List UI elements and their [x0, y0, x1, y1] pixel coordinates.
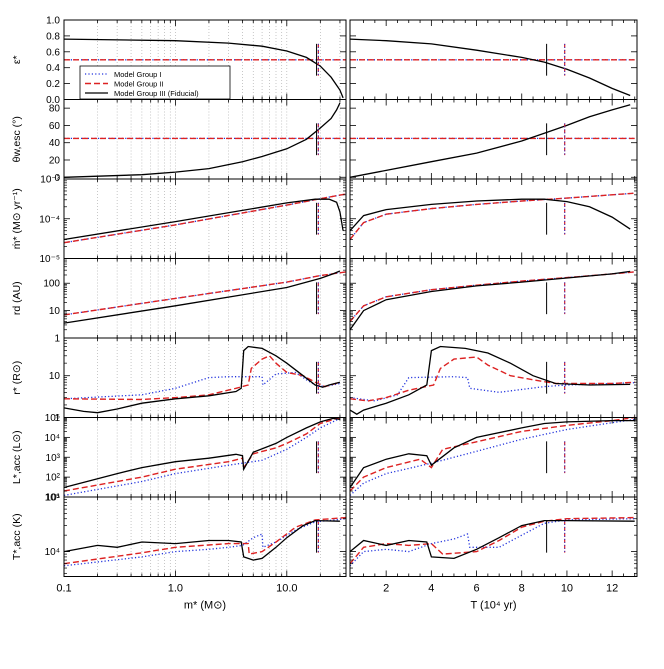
panel-frame	[349, 99, 638, 180]
y-axis-label: rd (AU)	[11, 281, 23, 315]
panel-frame	[349, 178, 638, 259]
series-line-3	[63, 270, 341, 324]
series-line-3	[349, 38, 631, 97]
series-line-3	[349, 519, 635, 560]
x-tick-label: 8	[519, 583, 525, 595]
series-line-2	[349, 356, 635, 402]
x-axis-label: T (10⁴ yr)	[470, 600, 516, 612]
x-tick-label: 6	[473, 583, 479, 595]
panel-frame	[63, 99, 347, 180]
y-tick-label: 10⁻³	[40, 175, 60, 186]
series-line-2	[349, 416, 635, 492]
series-line-1	[349, 518, 635, 567]
y-tick-label: 10¹	[46, 493, 61, 504]
series-line-2	[63, 193, 347, 244]
series-line-3	[63, 102, 341, 178]
x-tick-label: 2	[383, 583, 389, 595]
y-tick-label: 0.6	[46, 47, 60, 58]
y-tick-label: 10⁵	[45, 493, 60, 504]
y-tick-label: 100	[43, 279, 60, 290]
y-tick-label: 10⁵	[45, 413, 60, 424]
series-line-3	[349, 198, 631, 232]
x-tick-label: 10.0	[276, 583, 297, 595]
series-line-2	[349, 192, 635, 240]
x-axis-label: m* (M⊙)	[184, 600, 226, 612]
series-line-2	[63, 271, 347, 316]
panel-frame	[63, 496, 347, 577]
y-tick-label: 10⁻⁵	[39, 254, 60, 265]
y-tick-label: 20	[49, 155, 61, 166]
series-line-2	[63, 516, 347, 565]
y-tick-label: 40	[49, 138, 61, 149]
panel-frame	[349, 337, 638, 418]
series-line-1	[63, 417, 341, 497]
y-tick-label: 10⁴	[45, 433, 60, 444]
panel-frame	[63, 178, 347, 259]
series-line-3	[63, 38, 344, 99]
y-tick-label: 1	[54, 334, 60, 345]
panel-frame	[349, 496, 638, 577]
series-line-3	[349, 345, 631, 415]
y-tick-label: 80	[49, 104, 61, 115]
y-tick-label: 0.0	[46, 95, 60, 106]
y-axis-label: ε*	[11, 55, 23, 64]
series-line-1	[349, 376, 635, 402]
y-tick-label: 10	[49, 371, 61, 382]
series-line-1	[349, 418, 635, 496]
y-tick-label: 10⁻⁴	[39, 214, 60, 225]
panel-frame	[63, 258, 347, 339]
y-tick-label: 0.4	[46, 63, 60, 74]
y-tick-label: 10²	[46, 473, 61, 484]
legend-label: Model Group III (Fiducial)	[114, 89, 199, 98]
series-line-3	[63, 417, 340, 489]
series-line-1	[349, 271, 635, 322]
y-axis-label: ṁ* (M⊙ yr⁻¹)	[11, 188, 23, 249]
y-tick-label: 1	[54, 413, 60, 424]
y-tick-label: 60	[49, 121, 61, 132]
y-tick-label: 0	[54, 173, 60, 184]
series-line-3	[63, 519, 340, 561]
y-tick-label: 0.8	[46, 31, 60, 42]
series-line-1	[63, 271, 347, 316]
y-axis-label: θw,esc (°)	[11, 116, 23, 162]
series-line-2	[349, 271, 635, 322]
x-tick-label: 12	[606, 583, 618, 595]
y-axis-label: r* (R⊙)	[11, 361, 23, 395]
y-tick-label: 10³	[46, 453, 61, 464]
series-line-3	[349, 270, 631, 331]
x-tick-label: 4	[428, 583, 434, 595]
series-line-3	[63, 345, 341, 414]
x-tick-label: 1.0	[168, 583, 183, 595]
y-axis-label: L*,acc (L⊙)	[11, 430, 23, 484]
series-line-3	[63, 198, 344, 241]
legend-label: Model Group I	[114, 70, 162, 79]
series-line-2	[63, 354, 341, 401]
series-line-2	[63, 416, 341, 492]
legend-label: Model Group II	[114, 80, 164, 89]
series-line-3	[349, 104, 631, 178]
series-line-1	[63, 518, 347, 567]
y-tick-label: 10⁴	[45, 547, 60, 558]
x-tick-label: 0.1	[56, 583, 71, 595]
y-tick-label: 0.2	[46, 79, 60, 90]
x-tick-label: 10	[561, 583, 573, 595]
y-axis-label: T*,acc (K)	[11, 513, 23, 560]
y-tick-label: 1.0	[46, 16, 60, 27]
y-tick-label: 10	[49, 306, 61, 317]
series-line-3	[349, 419, 635, 488]
